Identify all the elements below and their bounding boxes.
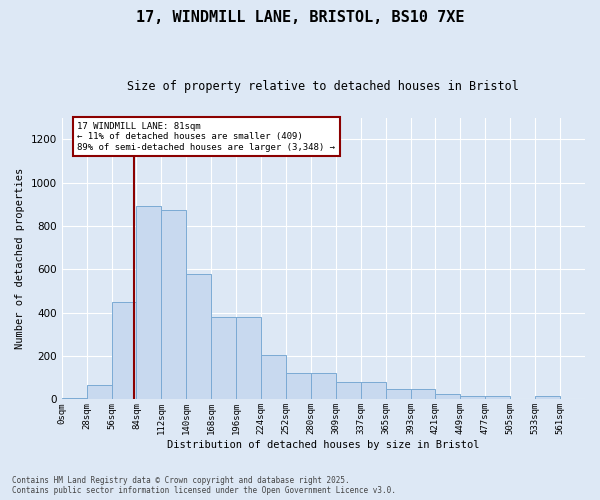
Bar xyxy=(186,274,211,400)
Bar xyxy=(535,396,560,400)
Text: 17, WINDMILL LANE, BRISTOL, BS10 7XE: 17, WINDMILL LANE, BRISTOL, BS10 7XE xyxy=(136,10,464,25)
Bar xyxy=(460,396,485,400)
X-axis label: Distribution of detached houses by size in Bristol: Distribution of detached houses by size … xyxy=(167,440,479,450)
Bar xyxy=(236,317,261,400)
Bar xyxy=(86,386,112,400)
Bar xyxy=(136,206,161,400)
Bar xyxy=(211,317,236,400)
Text: Contains HM Land Registry data © Crown copyright and database right 2025.
Contai: Contains HM Land Registry data © Crown c… xyxy=(12,476,396,495)
Bar xyxy=(62,398,86,400)
Bar xyxy=(361,382,386,400)
Bar xyxy=(485,396,510,400)
Bar xyxy=(311,374,336,400)
Bar xyxy=(161,210,186,400)
Bar xyxy=(286,374,311,400)
Bar xyxy=(386,388,410,400)
Bar xyxy=(410,388,436,400)
Bar xyxy=(112,302,136,400)
Text: 17 WINDMILL LANE: 81sqm
← 11% of detached houses are smaller (409)
89% of semi-d: 17 WINDMILL LANE: 81sqm ← 11% of detache… xyxy=(77,122,335,152)
Bar xyxy=(261,355,286,400)
Title: Size of property relative to detached houses in Bristol: Size of property relative to detached ho… xyxy=(127,80,519,93)
Bar xyxy=(336,382,361,400)
Bar xyxy=(436,394,460,400)
Y-axis label: Number of detached properties: Number of detached properties xyxy=(15,168,25,349)
